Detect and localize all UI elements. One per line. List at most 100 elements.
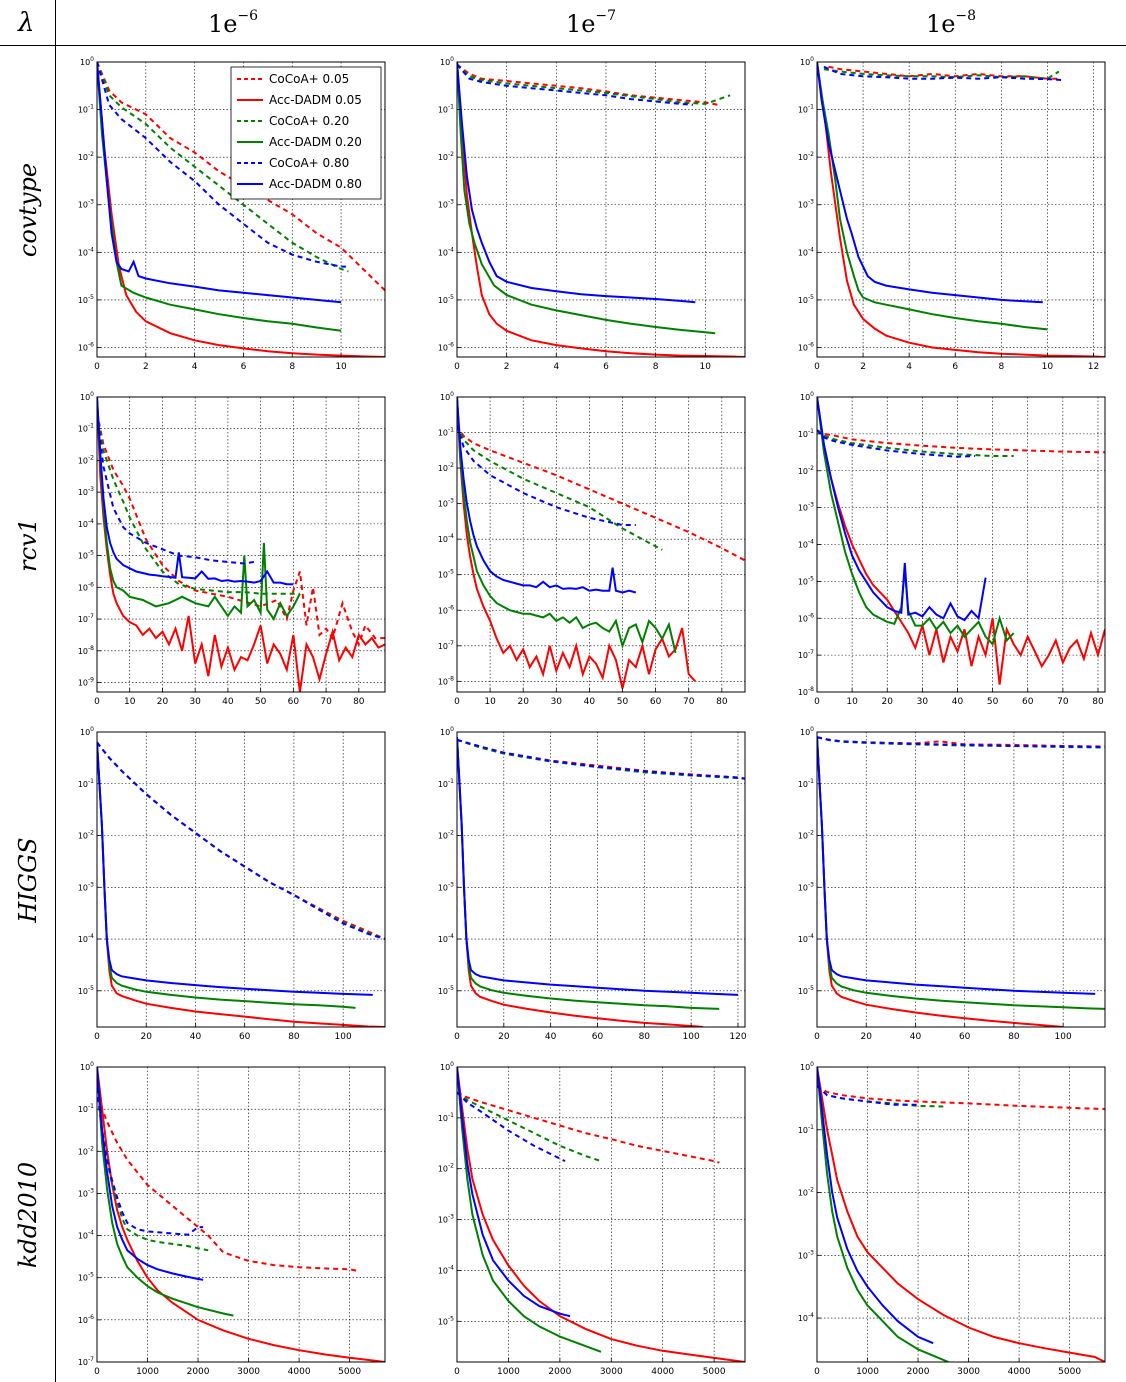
legend-label: CoCoA+ 0.05: [269, 72, 349, 86]
series-line: [817, 1067, 934, 1345]
series-line: [97, 62, 342, 304]
series-line: [97, 397, 385, 692]
header-rule: [0, 45, 1126, 46]
x-tick-label: 10: [846, 697, 858, 707]
plot-frame: [96, 731, 386, 1028]
y-tick-label: 10-3: [438, 1214, 454, 1225]
x-tick-label: 20: [861, 1032, 873, 1042]
series-line: [817, 1085, 919, 1106]
series-line: [457, 1067, 602, 1353]
y-tick-label: 10-6: [78, 341, 94, 352]
subplot-HIGGS-1e-7: 0 20 40 60 80 100 120 100 10-1 10-2 10-3 10-4 10-5: [438, 726, 747, 1042]
x-tick-label: 2: [143, 362, 149, 372]
x-tick-label: 5000: [703, 1367, 726, 1377]
x-tick-label: 0: [94, 1367, 100, 1377]
plot-frame: [456, 396, 746, 693]
y-tick-label: 10-4: [798, 246, 814, 257]
plot-frame: [456, 731, 746, 1028]
y-tick-label: 10-3: [438, 199, 454, 210]
y-tick-label: 10-1: [438, 104, 454, 115]
series-line: [457, 424, 663, 551]
y-tick-label: 10-2: [798, 830, 814, 841]
x-tick-label: 6: [952, 362, 958, 372]
x-tick-label: 80: [288, 1032, 300, 1042]
plot-frame: [96, 61, 386, 358]
x-tick-label: 60: [288, 697, 300, 707]
y-tick-label: 100: [440, 726, 454, 737]
x-tick-label: 70: [320, 697, 332, 707]
x-tick-label: 0: [814, 697, 820, 707]
legend-label: Acc-DADM 0.20: [269, 135, 362, 149]
x-tick-label: 1000: [856, 1367, 879, 1377]
x-tick-label: 30: [917, 697, 929, 707]
legend-label: CoCoA+ 0.80: [269, 156, 349, 170]
y-tick-label: 10-9: [78, 676, 94, 687]
y-tick-label: 10-1: [78, 1103, 94, 1114]
y-tick-label: 10-5: [78, 1272, 94, 1283]
x-tick-label: 1000: [497, 1367, 520, 1377]
series-line: [817, 737, 1064, 1027]
subplot-rcv1-1e-6: 0 10 20 30 40 50 60 70 80 100 10-1 10-2 10-3 10-4 10-5…: [78, 391, 386, 707]
y-tick-label: 10-3: [438, 498, 454, 509]
y-tick-label: 10-2: [438, 830, 454, 841]
y-tick-label: 10-4: [438, 533, 454, 544]
series-line: [457, 62, 696, 304]
plot-frame: [816, 1066, 1106, 1363]
series-line: [823, 68, 1060, 80]
column-header-3: 1e−8: [851, 8, 1051, 38]
series-line: [457, 397, 637, 594]
series-line: [457, 737, 720, 1010]
y-tick-label: 100: [440, 56, 454, 67]
subplot-rcv1-1e-8: 0 10 20 30 40 50 60 70 80 100 10-1 10-2 10-3 10-4 10-5…: [798, 391, 1106, 707]
subplot-covtype-1e-8: 0 2 4 6 8 10 12 100 10-1 10-2 10-3 10-4 10-5 10-6: [798, 56, 1106, 372]
x-tick-label: 80: [639, 1032, 651, 1042]
series-line: [817, 736, 1105, 748]
y-tick-label: 10-6: [78, 1314, 94, 1325]
x-tick-label: 50: [987, 697, 999, 707]
series-line: [817, 737, 1096, 995]
y-tick-label: 100: [80, 56, 94, 67]
plot-frame: [816, 61, 1106, 358]
y-tick-label: 100: [80, 1061, 94, 1072]
x-tick-label: 4000: [651, 1367, 674, 1377]
x-tick-label: 40: [910, 1032, 922, 1042]
x-tick-label: 8: [998, 362, 1004, 372]
subplot-HIGGS-1e-8: 0 20 40 60 80 100 100 10-1 10-2 10-3 10-4 10-5: [798, 726, 1106, 1042]
y-tick-label: 10-4: [798, 1312, 814, 1323]
x-tick-label: 20: [157, 697, 169, 707]
series-line: [817, 62, 1105, 357]
y-tick-label: 10-4: [78, 933, 94, 944]
x-tick-label: 0: [454, 697, 460, 707]
y-tick-label: 10-1: [78, 104, 94, 115]
y-tick-label: 10-8: [78, 645, 94, 656]
column-header-exponent: −6: [237, 8, 259, 24]
series-line: [817, 62, 1048, 331]
y-tick-label: 10-3: [798, 881, 814, 892]
subplot-covtype-1e-7: 0 2 4 6 8 10 100 10-1 10-2 10-3 10-4 10-5 10-6: [438, 56, 746, 372]
subplot-kdd2010-1e-6: 0 1000 2000 3000 4000 5000 100 10-1 10-2 10-3 10-4…: [78, 1061, 386, 1377]
x-tick-label: 50: [617, 697, 629, 707]
y-tick-label: 10-1: [798, 778, 814, 789]
series-line: [97, 62, 346, 268]
x-tick-label: 100: [683, 1032, 700, 1042]
column-header-base: 1e: [565, 10, 596, 38]
series-line: [457, 1091, 602, 1163]
y-tick-label: 10-4: [798, 539, 814, 550]
y-tick-label: 100: [80, 726, 94, 737]
x-tick-label: 0: [94, 362, 100, 372]
series-line: [97, 412, 385, 647]
series-line: [817, 1067, 1105, 1362]
x-tick-label: 0: [814, 362, 820, 372]
y-tick-label: 10-3: [798, 1249, 814, 1260]
y-tick-label: 10-5: [438, 294, 454, 305]
y-tick-label: 10-6: [438, 341, 454, 352]
x-tick-label: 100: [335, 1032, 352, 1042]
y-tick-label: 10-7: [438, 640, 454, 651]
series-line: [97, 397, 294, 586]
x-tick-label: 4000: [288, 1367, 311, 1377]
series-line: [817, 1084, 1105, 1111]
x-tick-label: 60: [592, 1032, 604, 1042]
x-tick-label: 5000: [1058, 1367, 1081, 1377]
y-tick-label: 10-1: [798, 1124, 814, 1135]
series-line: [817, 62, 1043, 304]
